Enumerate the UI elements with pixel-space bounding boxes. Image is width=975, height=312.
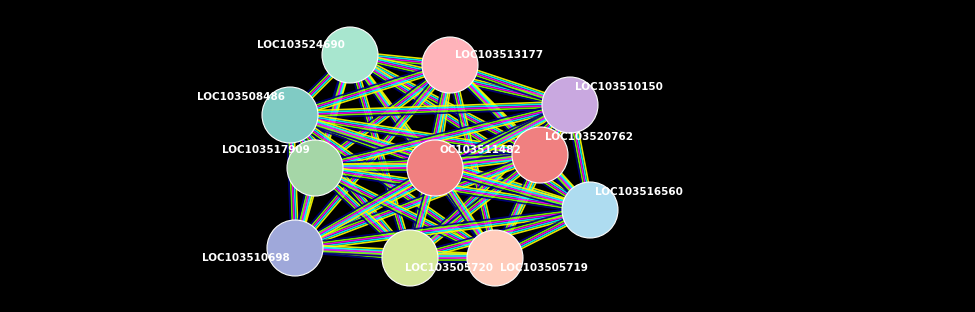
Ellipse shape (542, 77, 598, 133)
Ellipse shape (322, 27, 378, 83)
Text: LOC103508486: LOC103508486 (197, 92, 285, 102)
Ellipse shape (407, 140, 463, 196)
Ellipse shape (562, 182, 618, 238)
Text: OC103511482: OC103511482 (440, 145, 522, 155)
Ellipse shape (262, 87, 318, 143)
Ellipse shape (267, 220, 323, 276)
Text: LOC103520762: LOC103520762 (545, 132, 633, 142)
Text: LOC103505720: LOC103505720 (405, 263, 493, 273)
Text: LOC103505719: LOC103505719 (500, 263, 588, 273)
Text: LOC103510150: LOC103510150 (575, 82, 663, 92)
Text: LOC103510698: LOC103510698 (202, 253, 290, 263)
Ellipse shape (422, 37, 478, 93)
Text: LOC103524690: LOC103524690 (257, 40, 345, 50)
Ellipse shape (287, 140, 343, 196)
Ellipse shape (467, 230, 523, 286)
Ellipse shape (382, 230, 438, 286)
Ellipse shape (512, 127, 568, 183)
Text: LOC103513177: LOC103513177 (455, 50, 543, 60)
Text: LOC103517909: LOC103517909 (222, 145, 310, 155)
Text: LOC103516560: LOC103516560 (595, 187, 682, 197)
